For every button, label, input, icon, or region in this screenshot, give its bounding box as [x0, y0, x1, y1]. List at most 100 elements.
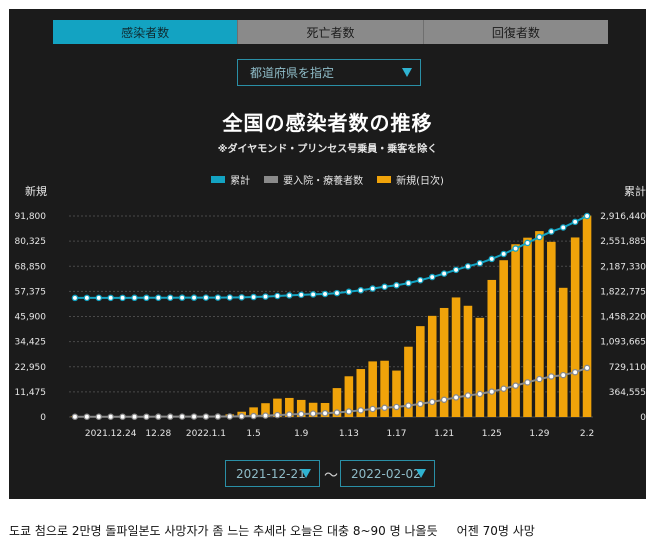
- point-cumulative: [286, 292, 293, 299]
- point-inpatient: [202, 413, 210, 420]
- tab-recoveries[interactable]: 回復者数: [422, 20, 608, 44]
- prefecture-select[interactable]: 都道府県を指定: [237, 59, 421, 86]
- point-cumulative: [262, 293, 269, 300]
- x-tick-label: 1.29: [529, 429, 549, 439]
- y-tick-right: 2,551,885: [600, 237, 646, 247]
- point-cumulative: [178, 294, 186, 301]
- start-date-select[interactable]: 2021-12-21: [225, 460, 320, 487]
- x-tick-label: 12.28: [145, 429, 171, 439]
- point-inpatient: [286, 411, 293, 418]
- chart-panel: 感染者数 死亡者数 回復者数 都道府県を指定 全国の感染者数の推移 ※ダイヤモン…: [9, 9, 646, 499]
- y-tick-left: 57,375: [15, 287, 47, 297]
- point-inpatient: [250, 412, 257, 420]
- point-inpatient: [559, 371, 567, 379]
- y-tick-left: 45,900: [15, 313, 47, 323]
- point-inpatient: [119, 413, 126, 420]
- y-tick-right: 1,093,665: [600, 338, 646, 348]
- bar-new-cases: [273, 398, 282, 417]
- legend-item-cumulative[interactable]: 累計: [211, 172, 250, 187]
- legend-item-new[interactable]: 新規(日次): [377, 172, 444, 187]
- bar-new-cases: [511, 244, 520, 417]
- start-date-value: 2021-12-21: [236, 466, 306, 481]
- point-inpatient: [583, 364, 591, 372]
- point-inpatient: [274, 411, 281, 419]
- legend-swatch-inpatient: [264, 176, 279, 183]
- end-date-select[interactable]: 2022-02-02: [340, 460, 435, 487]
- point-inpatient: [131, 413, 138, 420]
- bar-new-cases: [439, 307, 449, 417]
- point-inpatient: [369, 405, 376, 413]
- point-inpatient: [548, 373, 555, 380]
- point-cumulative: [583, 212, 591, 220]
- chart-title: 全国の感染者数の推移: [222, 111, 433, 135]
- y-tick-right: 0: [640, 413, 646, 423]
- bar-new-cases: [451, 297, 461, 417]
- point-cumulative: [524, 239, 531, 247]
- point-inpatient: [464, 392, 472, 399]
- point-inpatient: [214, 413, 222, 420]
- metric-tabs: 感染者数 死亡者数 回復者数: [53, 20, 608, 44]
- y-tick-left: 68,850: [15, 262, 47, 272]
- point-cumulative: [238, 294, 245, 301]
- bar-new-cases: [570, 237, 580, 417]
- legend-label-new: 新規(日次): [396, 176, 444, 187]
- x-tick-label: 1.21: [434, 429, 454, 439]
- point-cumulative: [440, 270, 448, 277]
- point-inpatient: [297, 410, 305, 418]
- end-date-value: 2022-02-02: [351, 466, 421, 481]
- point-cumulative: [559, 224, 567, 231]
- point-cumulative: [95, 294, 103, 302]
- y-axis-left-title: 新規: [25, 184, 47, 198]
- bar-new-cases: [582, 215, 592, 417]
- y-axis-right-title: 累計: [624, 184, 646, 198]
- y-tick-right: 1,458,220: [600, 313, 646, 323]
- point-inpatient: [393, 403, 400, 411]
- y-tick-left: 0: [40, 413, 46, 423]
- legend-item-inpatient[interactable]: 要入院・療養者数: [264, 172, 363, 187]
- point-inpatient: [524, 379, 531, 386]
- bar-new-cases: [308, 402, 318, 417]
- bar-new-cases: [499, 260, 508, 417]
- point-cumulative: [155, 294, 162, 301]
- point-cumulative: [71, 294, 79, 302]
- point-cumulative: [548, 228, 555, 235]
- point-inpatient: [262, 412, 269, 419]
- legend-label-inpatient: 要入院・療養者数: [283, 176, 364, 187]
- bar-new-cases: [535, 231, 544, 417]
- point-cumulative: [250, 293, 257, 301]
- point-inpatient: [428, 398, 436, 406]
- point-inpatient: [83, 413, 91, 421]
- point-inpatient: [536, 375, 543, 383]
- point-inpatient: [226, 413, 234, 420]
- bar-new-cases: [249, 407, 258, 417]
- point-inpatient: [71, 413, 79, 421]
- point-cumulative: [428, 273, 436, 281]
- x-tick-label: 2021.12.24: [85, 429, 137, 439]
- point-cumulative: [333, 289, 341, 297]
- point-inpatient: [333, 409, 341, 416]
- point-cumulative: [452, 266, 460, 274]
- point-cumulative: [381, 283, 388, 291]
- chevron-down-icon: [301, 469, 311, 478]
- post-caption: 도쿄 첨으로 2만명 돌파일본도 사망자가 좀 느는 추세라 오늘은 대충 8~…: [9, 524, 535, 538]
- point-inpatient: [178, 413, 186, 420]
- point-cumulative: [143, 294, 150, 302]
- point-cumulative: [369, 285, 376, 292]
- tab-deaths[interactable]: 死亡者数: [237, 20, 423, 44]
- x-tick-label: 2.2: [580, 429, 594, 439]
- point-inpatient: [452, 394, 460, 401]
- point-inpatient: [155, 413, 162, 420]
- point-cumulative: [202, 294, 210, 301]
- point-cumulative: [500, 250, 507, 258]
- bar-new-cases: [380, 360, 389, 417]
- point-cumulative: [417, 276, 424, 284]
- point-inpatient: [440, 396, 448, 404]
- point-inpatient: [381, 404, 388, 412]
- y-tick-left: 80,325: [15, 237, 47, 247]
- point-cumulative: [464, 263, 472, 270]
- y-tick-right: 729,110: [609, 363, 646, 373]
- tab-infections[interactable]: 感染者数: [53, 20, 238, 44]
- point-cumulative: [107, 294, 114, 302]
- point-cumulative: [357, 287, 365, 294]
- legend-swatch-new: [377, 176, 392, 183]
